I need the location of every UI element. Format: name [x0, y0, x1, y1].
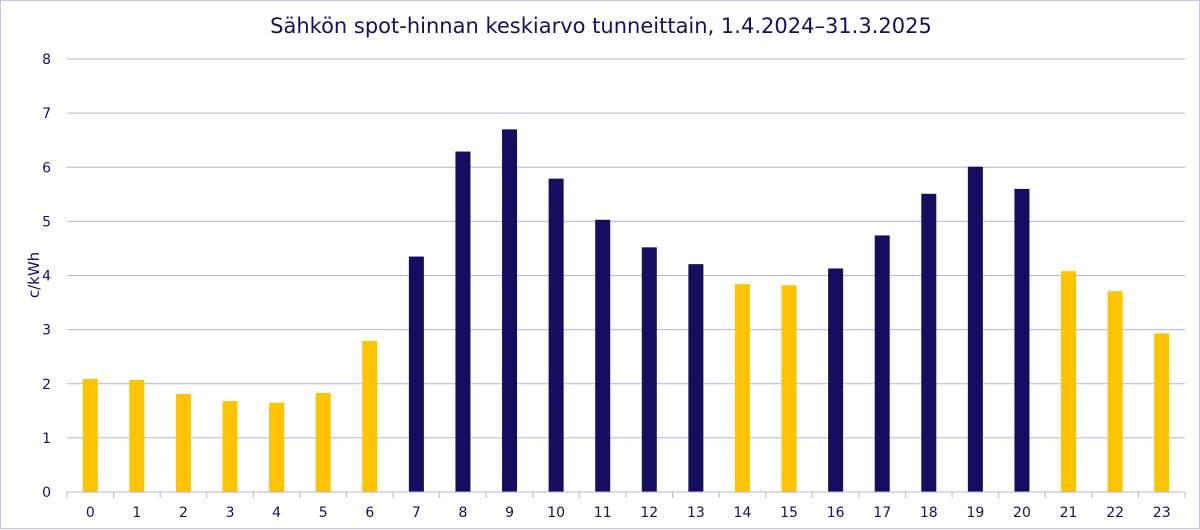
bar-hour-5 — [315, 392, 331, 492]
bar-hour-7 — [408, 256, 424, 492]
y-tick-label: 5 — [42, 214, 51, 230]
x-tick-label: 5 — [319, 505, 328, 521]
bar-hour-12 — [641, 247, 657, 492]
x-tick-label: 17 — [873, 505, 891, 521]
x-tick-label: 23 — [1153, 505, 1171, 521]
x-tick-label: 4 — [272, 505, 281, 521]
bar-hour-0 — [82, 378, 98, 492]
x-tick-label: 9 — [505, 505, 514, 521]
x-tick-label: 15 — [780, 505, 798, 521]
bar-hour-10 — [548, 178, 564, 492]
bar-hour-23 — [1154, 333, 1170, 492]
bar-hour-4 — [269, 402, 285, 492]
x-tick-label: 6 — [365, 505, 374, 521]
x-tick-label: 19 — [966, 505, 984, 521]
x-tick-label: 2 — [179, 505, 188, 521]
bar-hour-2 — [175, 394, 191, 492]
y-tick-label: 7 — [42, 106, 51, 122]
x-tick-label: 8 — [458, 505, 467, 521]
x-axis-tick-marks — [66, 492, 1186, 498]
bar-hour-1 — [129, 379, 145, 492]
x-tick-label: 3 — [226, 505, 235, 521]
y-axis-title: c/kWh — [25, 252, 43, 298]
x-tick-label: 7 — [412, 505, 421, 521]
x-axis-tick-labels: 0 1 2 3 4 5 6 7 8 9 10 11 12 13 14 15 16 17 18 19 20 21 22 23 — [86, 505, 1171, 521]
gridlines — [67, 58, 1185, 439]
y-tick-label: 3 — [42, 323, 51, 339]
x-tick-label: 13 — [687, 505, 705, 521]
x-tick-label: 0 — [86, 505, 95, 521]
y-axis-tick-labels: 0 1 2 3 4 5 6 7 8 — [42, 52, 51, 501]
bar-hour-21 — [1061, 271, 1077, 492]
y-tick-label: 6 — [42, 160, 51, 176]
x-tick-label: 12 — [640, 505, 658, 521]
y-tick-label: 8 — [42, 52, 51, 68]
bar-hour-14 — [734, 284, 750, 492]
bar-hour-16 — [828, 268, 844, 492]
y-tick-label: 4 — [42, 269, 51, 285]
bar-hour-22 — [1107, 291, 1123, 492]
x-tick-label: 20 — [1013, 505, 1031, 521]
bar-hour-8 — [455, 151, 471, 492]
bar-hour-20 — [1014, 188, 1030, 492]
x-tick-label: 18 — [920, 505, 938, 521]
y-tick-label: 2 — [42, 377, 51, 393]
x-tick-label: 10 — [547, 505, 565, 521]
y-tick-label: 0 — [42, 485, 51, 501]
x-tick-label: 11 — [594, 505, 612, 521]
x-tick-label: 16 — [827, 505, 845, 521]
bar-hour-18 — [921, 193, 937, 493]
y-tick-label: 1 — [42, 431, 51, 447]
bar-hour-6 — [362, 340, 378, 492]
chart-title: Sähkön spot-hinnan keskiarvo tunneittain… — [270, 14, 932, 38]
bar-hour-19 — [967, 166, 983, 493]
x-tick-label: 22 — [1106, 505, 1124, 521]
bar-hour-11 — [595, 219, 611, 492]
x-tick-label: 21 — [1060, 505, 1078, 521]
bar-hour-3 — [222, 401, 238, 492]
bar-hour-15 — [781, 285, 797, 492]
bars — [82, 129, 1170, 493]
x-tick-label: 14 — [734, 505, 752, 521]
bar-hour-13 — [688, 264, 704, 492]
bar-hour-17 — [874, 235, 890, 492]
bar-hour-9 — [502, 129, 518, 493]
x-tick-label: 1 — [132, 505, 141, 521]
